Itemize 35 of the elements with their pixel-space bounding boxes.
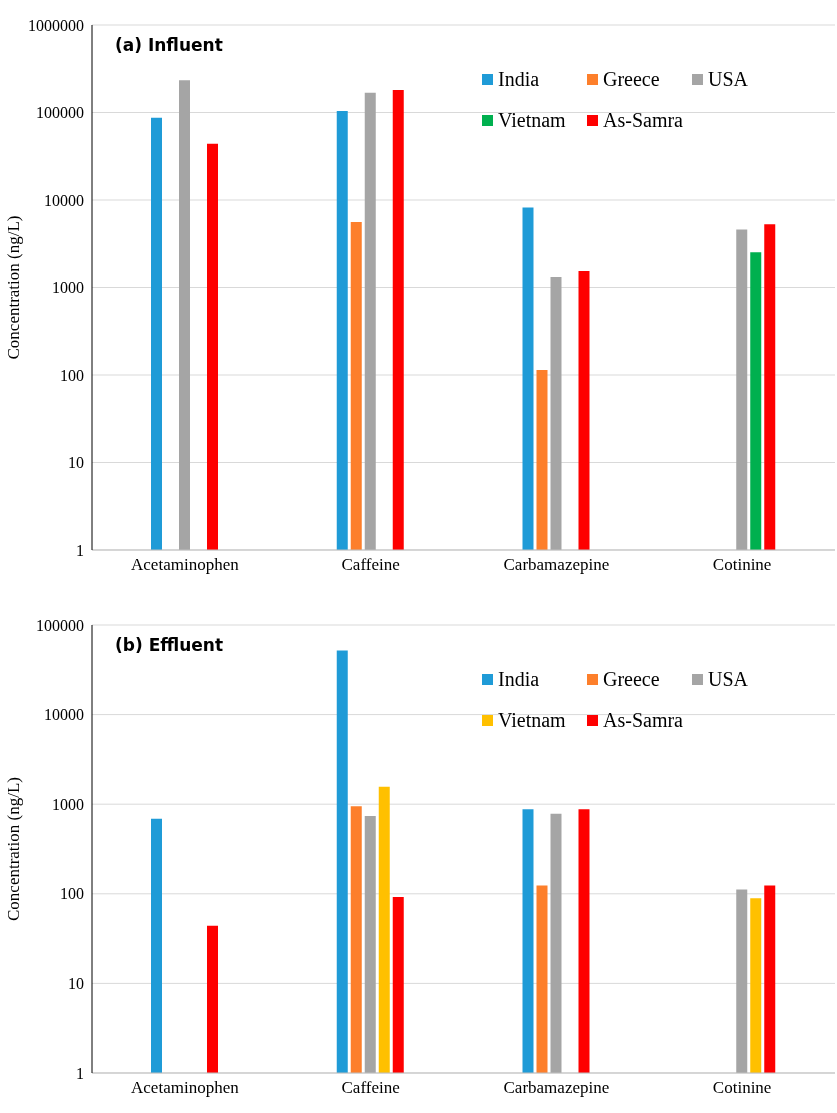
x-tick-label: Acetaminophen: [131, 555, 240, 575]
legend-label: USA: [708, 668, 749, 691]
text: (b) Effluent: [115, 635, 224, 655]
x-tick-label: Cotinine: [712, 555, 772, 575]
y-tick-label: 100000: [36, 616, 84, 634]
legend-label: India: [498, 68, 540, 91]
x-tick-label: Acetaminophen: [131, 1078, 240, 1098]
y-tick-label: 100: [60, 366, 84, 384]
y-tick-label: 10: [68, 454, 84, 472]
y-tick-label: 10000: [44, 706, 84, 724]
legend-label: Greece: [603, 668, 660, 691]
legend-label: India: [498, 668, 540, 691]
y-axis-title: Concentration (ng/L): [4, 777, 24, 921]
legend-label: As-Samra: [603, 709, 683, 732]
legend-label: As-Samra: [603, 109, 683, 132]
legend-label: Vietnam: [498, 709, 566, 732]
y-tick-label: 10: [68, 975, 84, 993]
legend-label: Greece: [603, 68, 660, 91]
text: (a) Influent: [115, 35, 223, 55]
x-tick-label: Carbamazepine: [503, 555, 610, 575]
x-tick-label: Carbamazepine: [503, 1078, 610, 1098]
y-tick-label: 10000: [44, 191, 84, 209]
x-tick-label: Caffeine: [341, 555, 400, 575]
y-tick-label: 1: [76, 1064, 84, 1082]
y-tick-label: 100000: [36, 104, 84, 122]
legend-label: Vietnam: [498, 109, 566, 132]
x-tick-label: Cotinine: [712, 1078, 772, 1098]
y-tick-label: 1000: [52, 279, 84, 297]
y-tick-label: 1: [76, 541, 84, 559]
y-tick-label: 1000000: [28, 16, 84, 34]
y-tick-label: 1000: [52, 795, 84, 813]
y-tick-label: 100: [60, 885, 84, 903]
legend-label: USA: [708, 68, 749, 91]
x-tick-label: Caffeine: [341, 1078, 400, 1098]
y-axis-title: Concentration (ng/L): [4, 215, 24, 360]
